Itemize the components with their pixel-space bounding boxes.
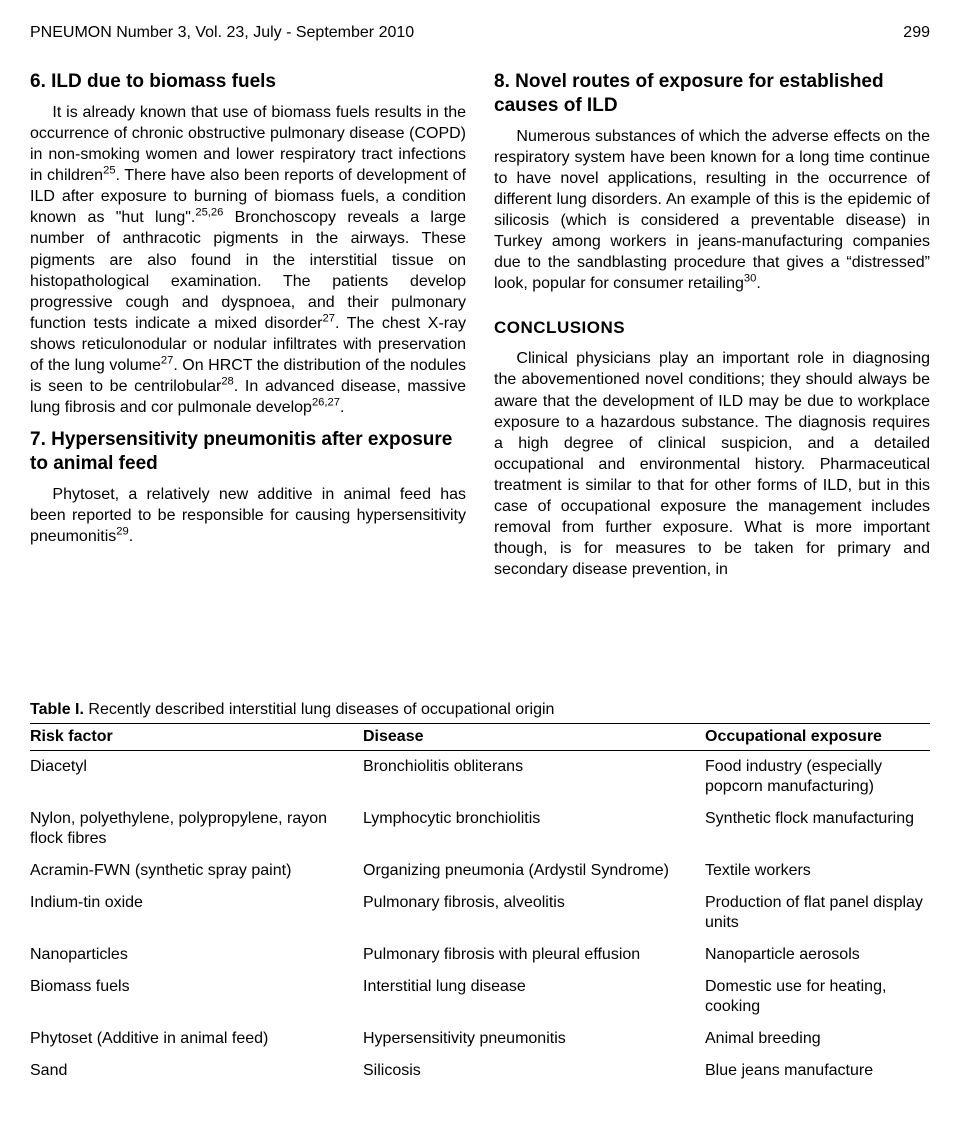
table-cell: Textile workers bbox=[705, 855, 930, 887]
table-row: Biomass fuelsInterstitial lung diseaseDo… bbox=[30, 971, 930, 1023]
table-row: SandSilicosisBlue jeans manufacture bbox=[30, 1055, 930, 1087]
table-row: NanoparticlesPulmonary fibrosis with ple… bbox=[30, 939, 930, 971]
table-cell: Animal breeding bbox=[705, 1023, 930, 1055]
table-cell: Pulmonary fibrosis with pleural effusion bbox=[363, 939, 705, 971]
table-cell: Organizing pneumonia (Ardystil Syndrome) bbox=[363, 855, 705, 887]
section-7-body: Phytoset, a relatively new additive in a… bbox=[30, 484, 466, 547]
table-cell: Domestic use for heating, cooking bbox=[705, 971, 930, 1023]
table-cell: Production of flat panel display units bbox=[705, 887, 930, 939]
col-header-disease: Disease bbox=[363, 723, 705, 750]
table-cell: Interstitial lung disease bbox=[363, 971, 705, 1023]
table-cell: Lymphocytic bronchiolitis bbox=[363, 803, 705, 855]
table-cell: Pulmonary fibrosis, alveolitis bbox=[363, 887, 705, 939]
table-header-row: Risk factor Disease Occupational exposur… bbox=[30, 723, 930, 750]
page-number: 299 bbox=[903, 24, 930, 42]
table-cell: Sand bbox=[30, 1055, 363, 1087]
table-cell: Nylon, polyethylene, polypropylene, rayo… bbox=[30, 803, 363, 855]
table-cell: Bronchiolitis obliterans bbox=[363, 750, 705, 803]
ild-table: Risk factor Disease Occupational exposur… bbox=[30, 723, 930, 1087]
table-row: Phytoset (Additive in animal feed)Hypers… bbox=[30, 1023, 930, 1055]
table-cell: Indium-tin oxide bbox=[30, 887, 363, 939]
table-1: Table I. Recently described interstitial… bbox=[30, 701, 930, 1087]
table-cell: Food industry (especially popcorn manufa… bbox=[705, 750, 930, 803]
table-caption: Table I. Recently described interstitial… bbox=[30, 701, 930, 719]
table-cell: Biomass fuels bbox=[30, 971, 363, 1023]
right-column: 8. Novel routes of exposure for establis… bbox=[494, 60, 930, 581]
table-cell: Diacetyl bbox=[30, 750, 363, 803]
section-8-title: 8. Novel routes of exposure for establis… bbox=[494, 70, 930, 118]
section-7-title: 7. Hypersensitivity pneumonitis after ex… bbox=[30, 428, 466, 476]
table-cell: Acramin-FWN (synthetic spray paint) bbox=[30, 855, 363, 887]
journal-info: PNEUMON Number 3, Vol. 23, July - Septem… bbox=[30, 24, 414, 42]
table-cell: Phytoset (Additive in animal feed) bbox=[30, 1023, 363, 1055]
table-caption-label: Table I. bbox=[30, 701, 84, 718]
table-cell: Nanoparticle aerosols bbox=[705, 939, 930, 971]
table-cell: Nanoparticles bbox=[30, 939, 363, 971]
section-8-body: Numerous substances of which the adverse… bbox=[494, 126, 930, 295]
left-column: 6. ILD due to biomass fuels It is alread… bbox=[30, 60, 466, 581]
table-row: Acramin-FWN (synthetic spray paint)Organ… bbox=[30, 855, 930, 887]
conclusions-heading: CONCLUSIONS bbox=[494, 318, 930, 338]
table-row: Indium-tin oxidePulmonary fibrosis, alve… bbox=[30, 887, 930, 939]
table-cell: Blue jeans manufacture bbox=[705, 1055, 930, 1087]
page-header: PNEUMON Number 3, Vol. 23, July - Septem… bbox=[30, 24, 930, 42]
table-row: Nylon, polyethylene, polypropylene, rayo… bbox=[30, 803, 930, 855]
section-6-title: 6. ILD due to biomass fuels bbox=[30, 70, 466, 94]
table-cell: Hypersensitivity pneumonitis bbox=[363, 1023, 705, 1055]
table-cell: Silicosis bbox=[363, 1055, 705, 1087]
col-header-exposure: Occupational exposure bbox=[705, 723, 930, 750]
conclusions-body: Clinical physicians play an important ro… bbox=[494, 348, 930, 580]
table-caption-text: Recently described interstitial lung dis… bbox=[84, 701, 554, 718]
table-row: DiacetylBronchiolitis obliteransFood ind… bbox=[30, 750, 930, 803]
table-cell: Synthetic flock manufacturing bbox=[705, 803, 930, 855]
col-header-risk: Risk factor bbox=[30, 723, 363, 750]
section-6-body: It is already known that use of biomass … bbox=[30, 102, 466, 419]
